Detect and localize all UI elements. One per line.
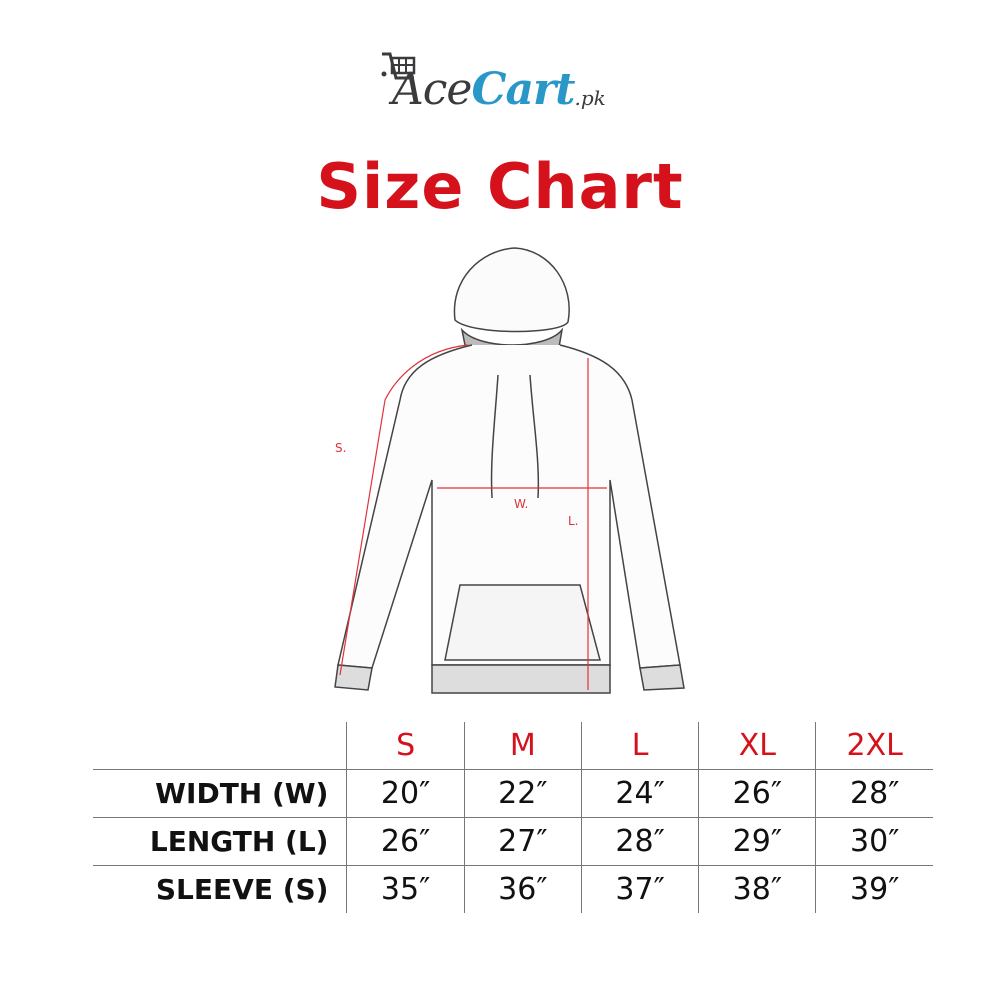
table-cell: 28″ xyxy=(815,769,933,818)
table-cell: 29″ xyxy=(698,817,816,866)
size-header: 2XL xyxy=(815,722,933,770)
size-header: M xyxy=(463,722,582,770)
brand-logo: Ace Cart .pk xyxy=(380,48,606,112)
length-label: L. xyxy=(568,514,579,528)
table-row-width: WIDTH (W) 20″ 22″ 24″ 26″ 28″ xyxy=(93,769,933,818)
row-label: WIDTH (W) xyxy=(93,769,347,818)
table-cell: 36″ xyxy=(463,865,582,913)
hoodie-diagram: S. W. L. xyxy=(334,247,685,694)
logo-ace: Ace xyxy=(392,64,472,115)
table-row-length: LENGTH (L) 26″ 27″ 28″ 29″ 30″ xyxy=(93,817,933,866)
sleeve-label: S. xyxy=(335,441,346,455)
table-cell: 30″ xyxy=(815,817,933,866)
table-cell: 39″ xyxy=(815,865,933,913)
table-cell: 38″ xyxy=(698,865,816,913)
table-row-sleeve: SLEEVE (S) 35″ 36″ 37″ 38″ 39″ xyxy=(93,865,933,913)
size-header: XL xyxy=(698,722,816,770)
table-cell: 22″ xyxy=(463,769,582,818)
page-title: Size Chart xyxy=(316,150,684,223)
table-cell: 35″ xyxy=(346,865,465,913)
table-cell: 20″ xyxy=(346,769,465,818)
table-cell: 26″ xyxy=(698,769,816,818)
size-header: S xyxy=(346,722,465,770)
size-table: S M L XL 2XL WIDTH (W) 20″ 22″ 24″ 26″ 2… xyxy=(93,722,933,913)
size-header: L xyxy=(580,722,699,770)
logo-cart: Cart xyxy=(471,64,575,115)
table-cell: 26″ xyxy=(346,817,465,866)
row-label: LENGTH (L) xyxy=(93,817,347,866)
table-cell: 27″ xyxy=(463,817,582,866)
logo-suffix: .pk xyxy=(574,86,606,110)
empty-header-cell xyxy=(93,722,347,770)
row-label: SLEEVE (S) xyxy=(93,865,347,913)
width-label: W. xyxy=(514,497,528,511)
size-header-row: S M L XL 2XL xyxy=(93,722,933,770)
table-cell: 28″ xyxy=(580,817,699,866)
table-cell: 24″ xyxy=(580,769,699,818)
shopping-cart-icon xyxy=(381,52,416,80)
table-cell: 37″ xyxy=(580,865,699,913)
